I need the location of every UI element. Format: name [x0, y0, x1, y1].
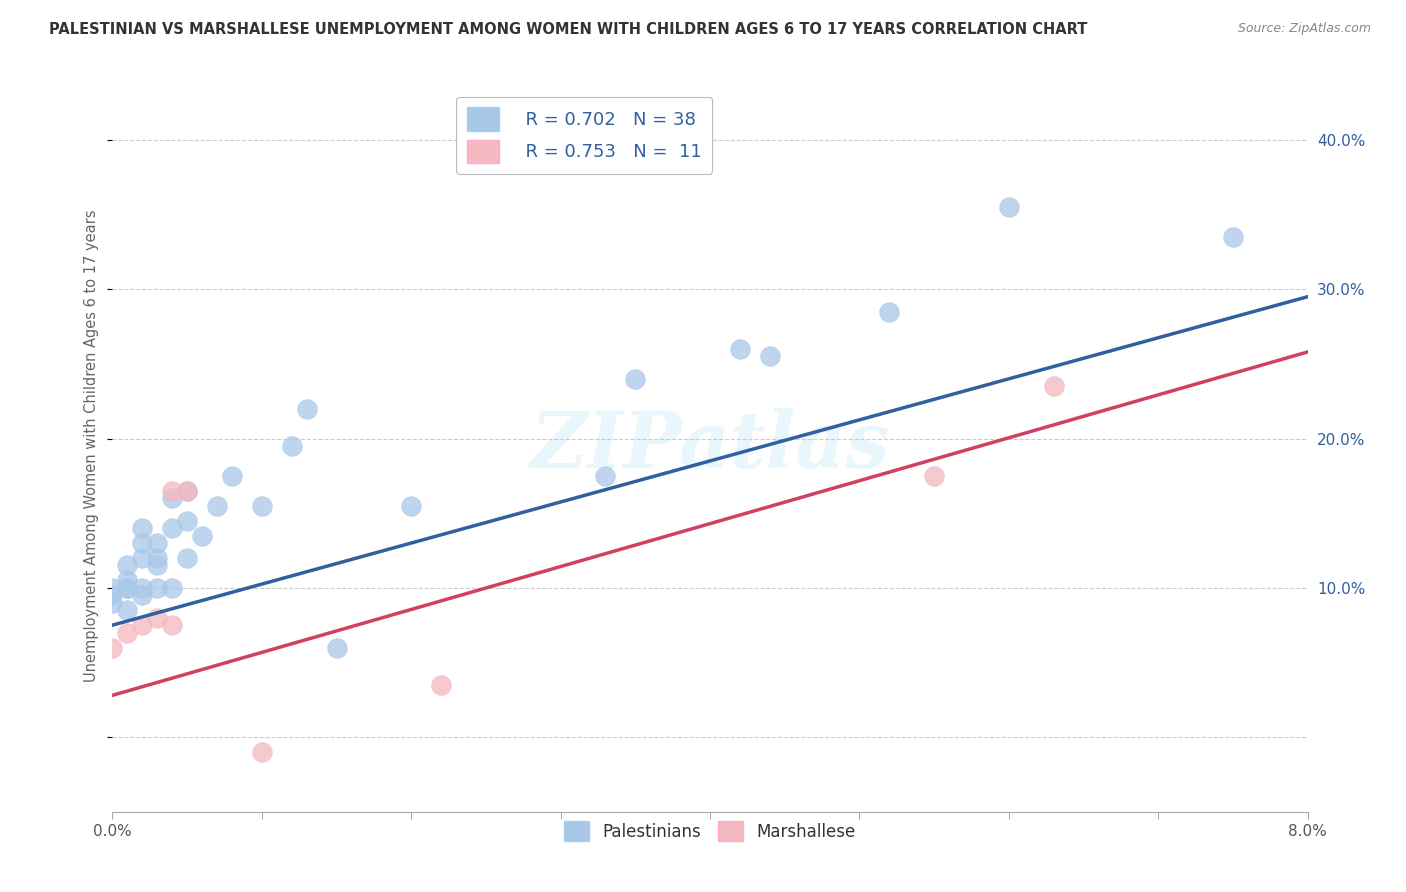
Point	[250, 745, 273, 759]
Point	[250, 499, 273, 513]
Point	[117, 558, 139, 573]
Y-axis label: Unemployment Among Women with Children Ages 6 to 17 years: Unemployment Among Women with Children A…	[84, 210, 100, 682]
Point	[131, 551, 153, 566]
Point	[131, 536, 153, 550]
Point	[877, 304, 901, 318]
Point	[101, 581, 124, 595]
Point	[162, 521, 183, 535]
Point	[131, 581, 153, 595]
Point	[146, 551, 169, 566]
Text: Source: ZipAtlas.com: Source: ZipAtlas.com	[1237, 22, 1371, 36]
Point	[759, 350, 782, 364]
Point	[117, 574, 139, 588]
Point	[117, 581, 139, 595]
Point	[146, 536, 169, 550]
Point	[221, 468, 243, 483]
Point	[430, 678, 453, 692]
Point	[131, 618, 153, 632]
Point	[205, 499, 228, 513]
Point	[162, 491, 183, 506]
Point	[728, 342, 751, 356]
Point	[295, 401, 318, 416]
Point	[1042, 379, 1064, 393]
Point	[176, 514, 198, 528]
Text: PALESTINIAN VS MARSHALLESE UNEMPLOYMENT AMONG WOMEN WITH CHILDREN AGES 6 TO 17 Y: PALESTINIAN VS MARSHALLESE UNEMPLOYMENT …	[49, 22, 1088, 37]
Point	[191, 528, 214, 542]
Point	[176, 551, 198, 566]
Point	[146, 610, 169, 624]
Point	[998, 200, 1021, 214]
Point	[101, 588, 124, 602]
Point	[281, 439, 304, 453]
Point	[176, 483, 198, 498]
Point	[624, 372, 647, 386]
Legend: Palestinians, Marshallese: Palestinians, Marshallese	[558, 814, 862, 847]
Point	[176, 483, 198, 498]
Point	[162, 483, 183, 498]
Point	[401, 499, 423, 513]
Point	[146, 581, 169, 595]
Point	[162, 581, 183, 595]
Point	[922, 468, 945, 483]
Point	[117, 581, 139, 595]
Text: ZIPatlas: ZIPatlas	[530, 408, 890, 484]
Point	[146, 558, 169, 573]
Point	[131, 521, 153, 535]
Point	[595, 468, 617, 483]
Point	[117, 603, 139, 617]
Point	[101, 640, 124, 655]
Point	[117, 625, 139, 640]
Point	[131, 588, 153, 602]
Point	[162, 618, 183, 632]
Point	[1222, 230, 1244, 244]
Point	[101, 596, 124, 610]
Point	[325, 640, 347, 655]
